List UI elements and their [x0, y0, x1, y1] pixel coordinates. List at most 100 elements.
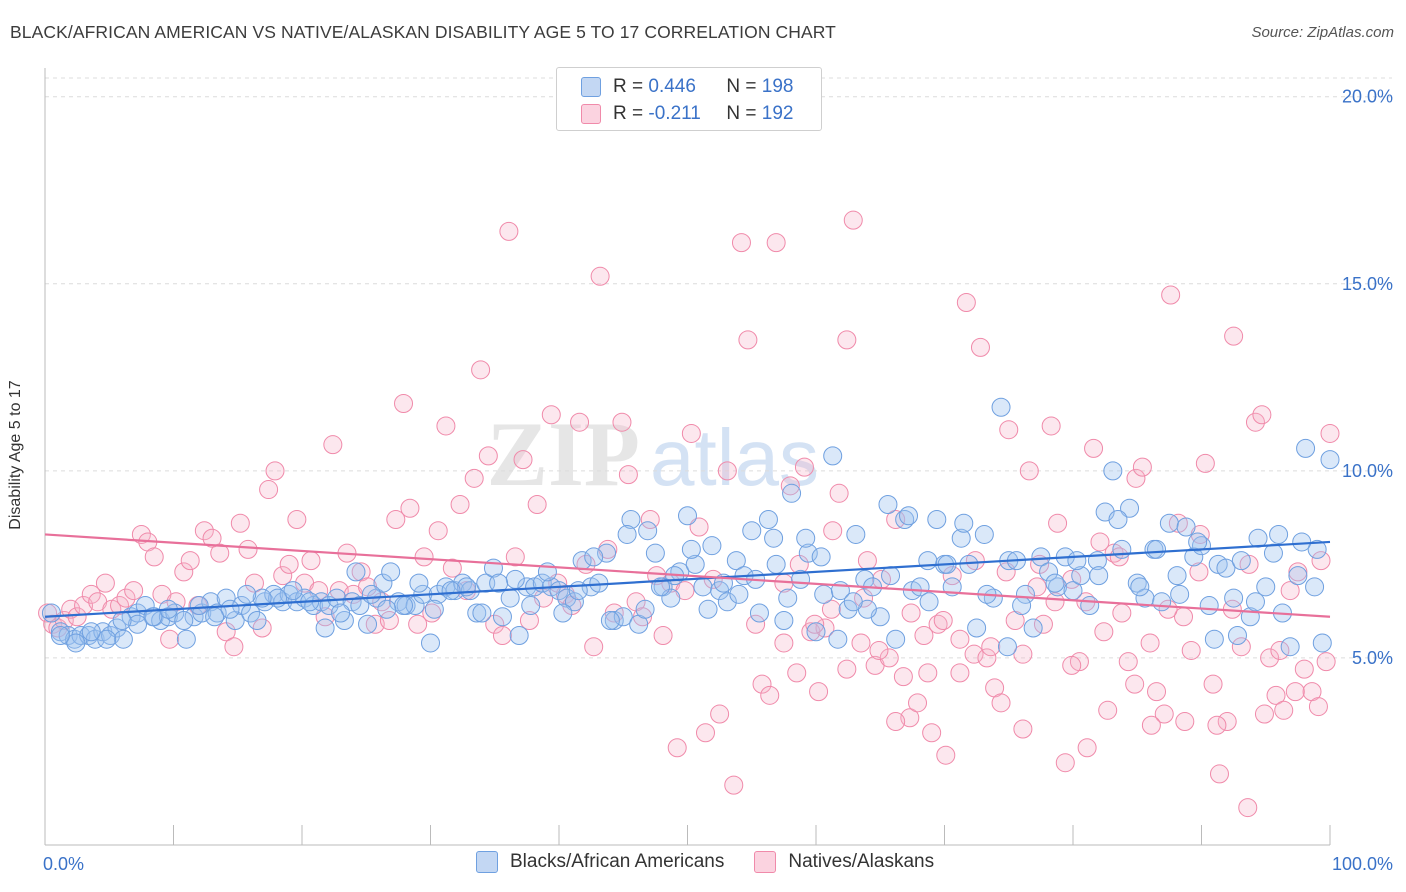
point-natives: [760, 685, 780, 705]
point-blacks: [421, 633, 440, 653]
point-natives: [1161, 285, 1181, 305]
point-natives: [1013, 719, 1033, 739]
point-natives: [1158, 599, 1178, 619]
point-blacks: [693, 577, 713, 597]
point-natives: [1280, 581, 1300, 601]
point-blacks: [1312, 633, 1332, 653]
point-natives: [837, 659, 857, 679]
point-blacks: [651, 577, 671, 597]
point-blacks: [247, 611, 267, 631]
series-natives-points: [38, 210, 1340, 818]
point-blacks: [1015, 584, 1035, 604]
point-blacks: [726, 551, 746, 571]
point-blacks: [895, 509, 915, 529]
point-natives: [414, 547, 434, 567]
trend-lines: [44, 533, 1331, 618]
point-natives: [950, 629, 970, 649]
point-blacks: [814, 584, 834, 604]
point-natives: [1252, 405, 1272, 425]
point-blacks: [361, 584, 381, 604]
point-blacks: [782, 483, 802, 503]
point-blacks: [918, 551, 938, 571]
x-tick-label: 100.0%: [1332, 854, 1393, 874]
point-blacks: [1248, 528, 1268, 548]
point-natives: [710, 704, 730, 724]
point-natives: [667, 738, 687, 758]
legend-r-value: -0.211: [648, 103, 701, 124]
watermark-atlas: atlas: [650, 413, 819, 502]
point-blacks: [881, 566, 901, 586]
point-natives: [829, 483, 849, 503]
point-natives: [513, 450, 533, 470]
point-natives: [1181, 640, 1201, 660]
point-natives: [174, 562, 194, 582]
point-blacks: [358, 614, 378, 634]
point-natives: [653, 625, 673, 645]
point-blacks: [207, 603, 227, 623]
point-blacks: [878, 495, 898, 515]
point-natives: [394, 394, 414, 414]
point-blacks: [97, 629, 117, 649]
point-blacks: [1048, 577, 1068, 597]
point-natives: [1245, 412, 1265, 432]
point-blacks: [41, 603, 61, 623]
point-natives: [259, 480, 279, 500]
point-natives: [287, 509, 307, 529]
point-natives: [1217, 712, 1237, 732]
point-blacks: [509, 625, 529, 645]
point-natives: [1203, 674, 1223, 694]
point-natives: [1045, 592, 1065, 612]
point-blacks: [1012, 596, 1032, 616]
point-blacks: [472, 603, 492, 623]
point-blacks: [796, 528, 816, 548]
point-natives: [485, 614, 505, 634]
point-natives: [809, 682, 829, 702]
point-blacks: [128, 614, 148, 634]
point-natives: [1254, 704, 1274, 724]
point-blacks: [1170, 584, 1190, 604]
point-blacks: [766, 554, 786, 574]
point-natives: [323, 435, 343, 455]
point-natives: [1055, 753, 1075, 773]
point-natives: [695, 723, 715, 743]
point-blacks: [613, 607, 633, 627]
point-blacks: [742, 521, 762, 541]
point-blacks: [492, 607, 512, 627]
point-natives: [202, 528, 222, 548]
point-natives: [210, 543, 230, 563]
point-natives: [301, 551, 321, 571]
point-natives: [928, 614, 948, 634]
point-natives: [851, 633, 871, 653]
point-natives: [422, 603, 442, 623]
point-natives: [1195, 453, 1215, 473]
point-blacks: [635, 599, 655, 619]
point-blacks: [951, 528, 971, 548]
point-natives: [787, 663, 807, 683]
point-blacks: [1199, 596, 1219, 616]
legend-swatch-natives: [754, 851, 777, 873]
point-blacks: [101, 625, 121, 645]
y-tick-label: 20.0%: [1342, 87, 1393, 107]
point-natives: [933, 611, 953, 631]
point-blacks: [717, 592, 737, 612]
point-natives: [1090, 532, 1110, 552]
point-natives: [408, 614, 428, 634]
point-natives: [965, 551, 985, 571]
point-natives: [1294, 659, 1314, 679]
point-blacks: [1167, 566, 1187, 586]
point-natives: [1062, 655, 1082, 675]
trend-line-blacks: [44, 540, 1331, 618]
point-natives: [1019, 461, 1039, 481]
point-natives: [964, 644, 984, 664]
point-blacks: [1269, 524, 1289, 544]
point-natives: [618, 465, 638, 485]
point-blacks: [1147, 539, 1167, 559]
point-natives: [717, 461, 737, 481]
point-blacks: [327, 588, 347, 608]
point-blacks: [189, 596, 209, 616]
point-natives: [265, 461, 285, 481]
point-blacks: [66, 633, 86, 653]
point-natives: [160, 629, 180, 649]
point-natives: [981, 637, 1001, 657]
point-natives: [1048, 513, 1068, 533]
